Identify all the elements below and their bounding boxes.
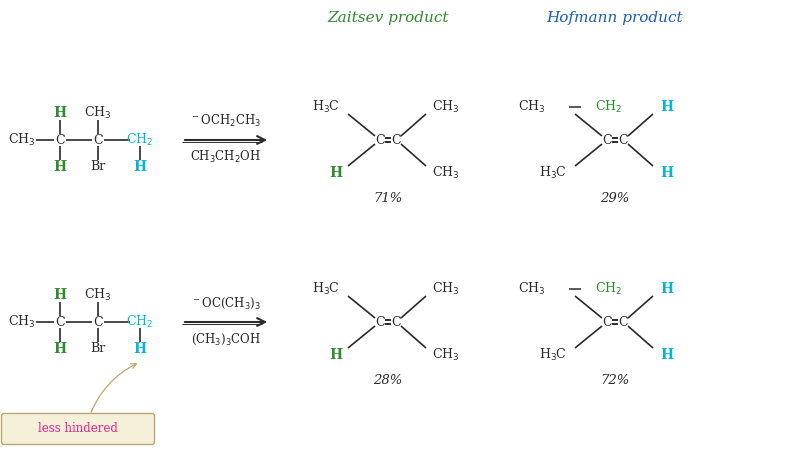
Text: CH$_2$: CH$_2$: [595, 99, 622, 115]
Text: C: C: [375, 133, 385, 147]
Text: CH$_3$: CH$_3$: [432, 347, 459, 363]
Text: $^-$OC(CH$_3$)$_3$: $^-$OC(CH$_3$)$_3$: [191, 296, 261, 311]
Text: less hindered: less hindered: [38, 423, 118, 436]
Text: H$_3$C: H$_3$C: [312, 99, 340, 115]
Text: $^-$OCH$_2$CH$_3$: $^-$OCH$_2$CH$_3$: [190, 113, 262, 129]
Text: CH$_3$: CH$_3$: [8, 314, 36, 330]
Text: H: H: [54, 106, 66, 120]
Text: H: H: [329, 348, 342, 362]
Text: CH$_3$: CH$_3$: [84, 105, 112, 121]
Text: H$_3$C: H$_3$C: [539, 165, 567, 181]
Text: H: H: [54, 288, 66, 302]
Text: Hofmann product: Hofmann product: [546, 11, 683, 25]
Text: Br: Br: [90, 160, 106, 173]
Text: CH$_3$: CH$_3$: [518, 281, 545, 297]
Text: H$_3$C: H$_3$C: [312, 281, 340, 297]
Text: CH$_3$CH$_2$OH: CH$_3$CH$_2$OH: [190, 149, 262, 165]
Text: CH$_3$: CH$_3$: [432, 99, 459, 115]
FancyBboxPatch shape: [2, 414, 154, 445]
Text: C: C: [375, 315, 385, 329]
Text: Zaitsev product: Zaitsev product: [327, 11, 449, 25]
Text: H: H: [54, 160, 66, 174]
Text: H: H: [134, 160, 146, 174]
Text: C: C: [391, 315, 401, 329]
Text: Br: Br: [90, 343, 106, 355]
Text: CH$_3$: CH$_3$: [518, 99, 545, 115]
Text: CH$_3$: CH$_3$: [8, 132, 36, 148]
Text: CH$_2$: CH$_2$: [126, 132, 154, 148]
Text: C: C: [391, 133, 401, 147]
Text: C: C: [55, 315, 65, 329]
Text: CH$_2$: CH$_2$: [595, 281, 622, 297]
Text: CH$_3$: CH$_3$: [432, 165, 459, 181]
Text: H: H: [660, 348, 673, 362]
Text: 72%: 72%: [600, 374, 630, 386]
Text: C: C: [93, 315, 103, 329]
Text: CH$_2$: CH$_2$: [126, 314, 154, 330]
Text: 29%: 29%: [600, 191, 630, 204]
Text: H: H: [660, 166, 673, 180]
Text: C: C: [602, 315, 612, 329]
Text: H: H: [660, 282, 673, 296]
Text: C: C: [602, 133, 612, 147]
Text: CH$_3$: CH$_3$: [84, 287, 112, 303]
Text: 71%: 71%: [374, 191, 402, 204]
Text: C: C: [93, 133, 103, 147]
Text: H$_3$C: H$_3$C: [539, 347, 567, 363]
Text: H: H: [329, 166, 342, 180]
Text: H: H: [660, 100, 673, 114]
Text: CH$_3$: CH$_3$: [432, 281, 459, 297]
Text: 28%: 28%: [374, 374, 402, 386]
Text: C: C: [618, 133, 628, 147]
Text: H: H: [134, 342, 146, 356]
Text: C: C: [618, 315, 628, 329]
Text: C: C: [55, 133, 65, 147]
Text: (CH$_3$)$_3$COH: (CH$_3$)$_3$COH: [191, 331, 261, 346]
Text: H: H: [54, 342, 66, 356]
